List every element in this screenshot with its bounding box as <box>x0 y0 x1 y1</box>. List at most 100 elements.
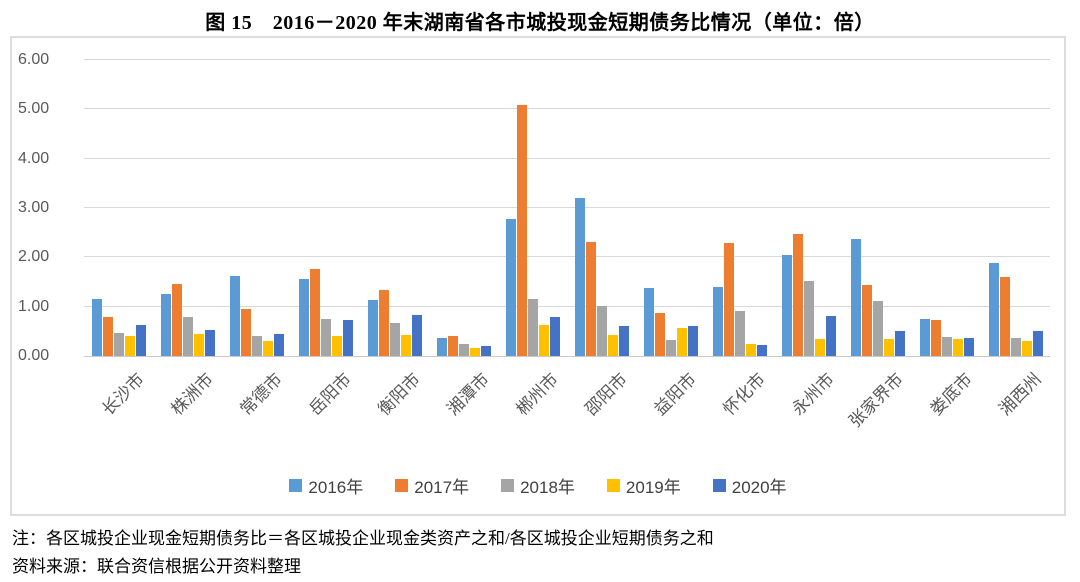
bar-group-9 <box>636 60 705 356</box>
chart-title: 图 15 2016－2020 年末湖南省各市城投现金短期债务比情况（单位：倍） <box>205 12 875 34</box>
bar-2018年-株洲市 <box>182 317 193 356</box>
bar-2017年-张家界市 <box>861 285 872 356</box>
legend-item-2018年: 2018年 <box>501 473 575 498</box>
gridline <box>84 207 1050 208</box>
x-axis-label: 岳阳市 <box>304 369 355 420</box>
bar-group-1 <box>84 60 153 356</box>
gridline <box>84 305 1050 307</box>
bar-2016年-长沙市 <box>91 299 102 356</box>
x-axis-label: 常德市 <box>235 369 286 420</box>
bar-2016年-湘潭市 <box>436 338 447 356</box>
x-axis-label: 郴州市 <box>511 369 562 420</box>
bar-2020年-湘潭市 <box>480 346 491 356</box>
bar-2016年-益阳市 <box>643 288 654 356</box>
x-axis-label: 株洲市 <box>166 369 217 420</box>
bar-2019年-常德市 <box>262 341 273 356</box>
bar-2018年-永州市 <box>803 281 814 356</box>
bar-2017年-常德市 <box>240 309 251 356</box>
bar-2018年-邵阳市 <box>596 306 607 356</box>
bar-2018年-湘潭市 <box>458 344 469 356</box>
y-axis-tick-label: 6.00 <box>18 51 50 68</box>
x-axis-label: 邵阳市 <box>580 369 631 420</box>
bar-2019年-株洲市 <box>193 334 204 356</box>
legend-swatch-icon <box>289 479 303 492</box>
bar-2019年-湘潭市 <box>469 348 480 356</box>
bar-2018年-怀化市 <box>734 311 745 356</box>
x-axis-label: 湘西州 <box>994 369 1045 420</box>
x-axis-label: 长沙市 <box>97 369 148 420</box>
bar-2019年-岳阳市 <box>331 336 342 356</box>
y-axis-tick-label: 4.00 <box>18 149 50 167</box>
bar-2018年-衡阳市 <box>389 323 400 356</box>
bar-2018年-张家界市 <box>872 301 883 356</box>
gridline <box>84 157 1050 159</box>
bar-2016年-湘西州 <box>988 263 999 356</box>
bar-2017年-益阳市 <box>654 313 665 356</box>
bar-group-5 <box>360 60 429 356</box>
y-axis-tick-label: 3.00 <box>18 199 50 216</box>
x-axis-label: 衡阳市 <box>373 369 424 420</box>
bar-2018年-湘西州 <box>1010 338 1021 356</box>
bar-2016年-怀化市 <box>712 287 723 356</box>
legend-label: 2018年 <box>520 478 575 497</box>
x-axis-label: 湘潭市 <box>442 369 493 420</box>
legend-label: 2020年 <box>731 478 787 497</box>
bar-2016年-永州市 <box>781 255 792 356</box>
bar-group-12 <box>843 60 912 356</box>
legend: 2016年 2017年 2018年 2019年 2020年 <box>12 473 1064 498</box>
bar-2017年-怀化市 <box>723 243 734 356</box>
legend-item-2020年: 2020年 <box>712 473 787 498</box>
legend-label: 2016年 <box>308 478 364 497</box>
bar-group-4 <box>291 60 360 356</box>
legend-swatch-icon <box>712 479 726 492</box>
bar-2016年-常德市 <box>229 276 240 356</box>
legend-label: 2017年 <box>414 478 470 497</box>
bar-group-7 <box>498 60 567 356</box>
bar-2018年-娄底市 <box>941 337 952 356</box>
x-axis-line <box>84 356 1050 357</box>
legend-swatch-icon <box>395 479 409 492</box>
bar-2018年-岳阳市 <box>320 319 331 356</box>
legend-swatch-icon <box>606 479 620 492</box>
bar-2017年-邵阳市 <box>585 242 596 356</box>
bar-2020年-株洲市 <box>204 330 215 356</box>
bar-2019年-湘西州 <box>1021 341 1032 356</box>
x-axis: 长沙市 株洲市 常德市 岳阳市 衡阳市 湘潭市 郴州市 邵阳市 益阳市 怀化市 永州市 张家界市 娄底市… <box>84 356 1050 466</box>
bar-2020年-湘西州 <box>1032 331 1043 356</box>
bar-2016年-邵阳市 <box>574 198 585 356</box>
bar-2018年-长沙市 <box>113 333 124 356</box>
bar-2017年-湘潭市 <box>447 336 458 356</box>
bar-group-8 <box>567 60 636 356</box>
x-axis-label: 张家界市 <box>844 369 907 432</box>
x-axis-label: 永州市 <box>787 369 838 420</box>
legend-item-2019年: 2019年 <box>606 473 681 498</box>
gridline <box>84 108 1050 110</box>
bar-2020年-益阳市 <box>687 326 698 356</box>
bar-2016年-郴州市 <box>505 219 516 356</box>
bar-2016年-娄底市 <box>919 319 930 356</box>
bar-2016年-张家界市 <box>850 239 861 356</box>
bar-2020年-长沙市 <box>135 325 146 356</box>
bar-2017年-娄底市 <box>930 320 941 356</box>
y-axis-tick-label: 0.00 <box>18 347 50 364</box>
bar-2020年-衡阳市 <box>411 315 422 356</box>
bar-group-2 <box>153 60 222 356</box>
bar-2019年-衡阳市 <box>400 335 411 356</box>
bar-2016年-衡阳市 <box>367 300 378 356</box>
y-axis-tick-label: 2.00 <box>18 248 50 266</box>
bar-2017年-衡阳市 <box>378 290 389 356</box>
bar-2019年-张家界市 <box>883 339 894 356</box>
bar-2019年-邵阳市 <box>607 335 618 356</box>
bar-2020年-郴州市 <box>549 317 560 356</box>
bar-2020年-岳阳市 <box>342 320 353 356</box>
bar-2016年-株洲市 <box>160 294 171 356</box>
bar-2019年-怀化市 <box>745 344 756 356</box>
x-axis-label: 怀化市 <box>718 369 769 420</box>
bar-2019年-永州市 <box>814 339 825 356</box>
bar-2017年-岳阳市 <box>309 269 320 356</box>
bar-2018年-益阳市 <box>665 340 676 356</box>
bar-2016年-岳阳市 <box>298 279 309 356</box>
footnote: 注：各区城投企业现金短期债务比＝各区城投企业现金类资产之和/各区城投企业短期债务… <box>12 529 714 548</box>
legend-item-2017年: 2017年 <box>395 473 469 498</box>
